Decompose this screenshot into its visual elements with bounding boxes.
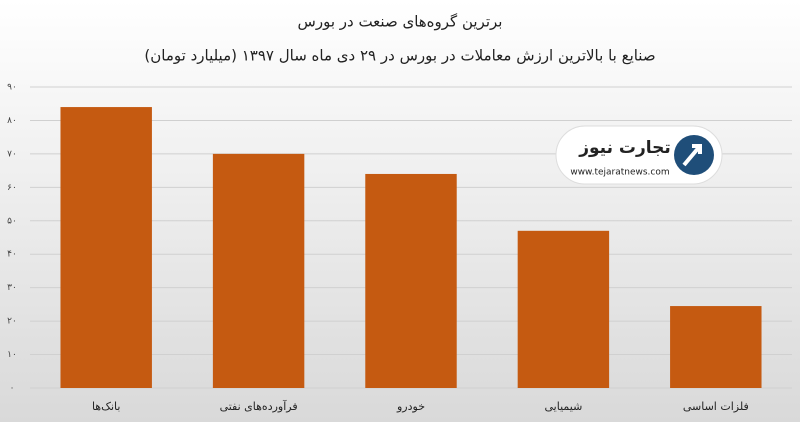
y-tick-label: ۶۰ (7, 183, 17, 193)
bar (517, 230, 610, 388)
bar (60, 107, 152, 389)
x-tick-label: فلزات اساسی (683, 400, 749, 413)
logo-arrow (682, 144, 702, 167)
x-tick-label: بانک‌ها (92, 400, 120, 413)
logo: تجارت نیوز www.tejaratnews.com (555, 125, 723, 185)
x-tick-label: فرآورده‌های نفتی (220, 399, 298, 413)
bar (670, 306, 762, 388)
bar (212, 153, 305, 388)
chart-subtitle: صنایع با بالاترین ارزش معاملات در بورس د… (144, 47, 655, 65)
bar (365, 173, 457, 388)
y-tick-label: ۲۰ (7, 317, 17, 327)
x-tick-label: خودرو (396, 400, 425, 413)
y-tick-label: ۴۰ (7, 250, 17, 260)
logo-url: www.tejaratnews.com (570, 168, 669, 178)
y-tick-label: ۵۰ (7, 216, 17, 226)
y-tick-label: ۳۰ (7, 283, 17, 293)
y-tick-label: ۸۰ (7, 116, 17, 126)
y-tick-label: ۰ (10, 384, 15, 394)
x-tick-label: شیمیایی (545, 400, 583, 413)
y-tick-label: ۷۰ (7, 149, 17, 159)
y-tick-label: ۱۰ (7, 350, 17, 360)
y-tick-label: ۹۰ (7, 83, 17, 93)
logo-name: تجارت نیوز (578, 138, 671, 158)
chart-title: برترین گروه‌های صنعت در بورس (298, 13, 503, 31)
